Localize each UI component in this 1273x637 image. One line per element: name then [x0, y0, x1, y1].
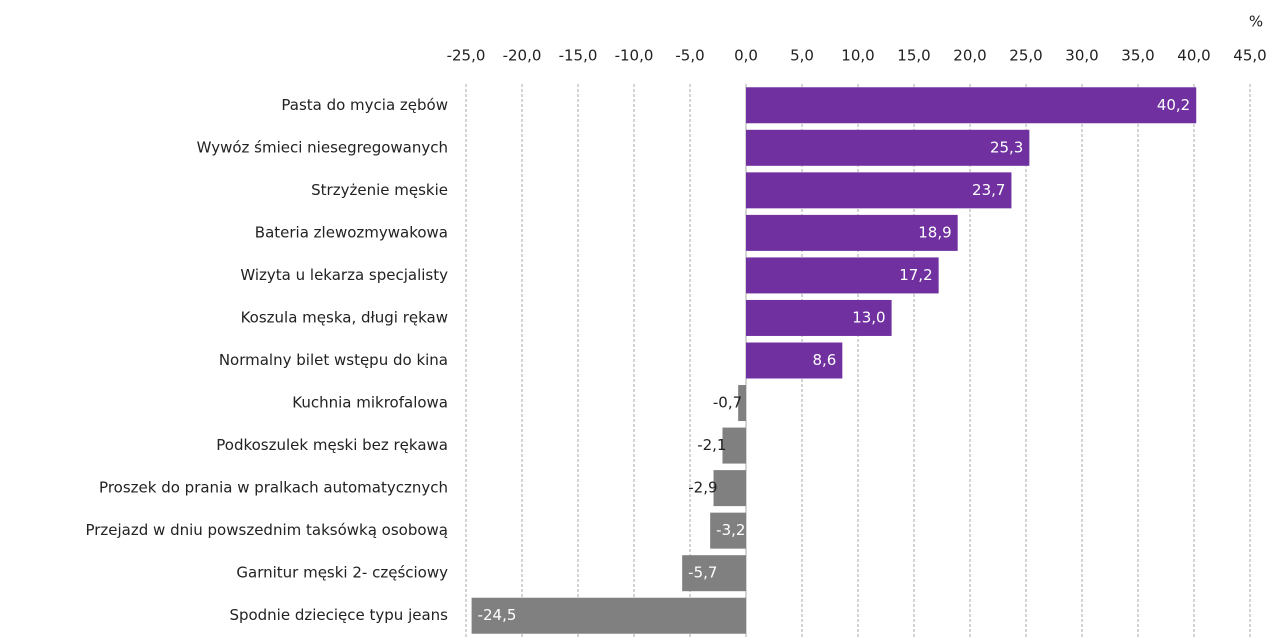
y-tick-label: Normalny bilet wstępu do kina [219, 351, 448, 369]
x-tick-label: 20,0 [953, 47, 986, 65]
bar [746, 342, 843, 379]
bar [746, 214, 958, 251]
x-tick-label: 5,0 [790, 47, 814, 65]
x-tick-label: 15,0 [897, 47, 930, 65]
y-tick-label: Spodnie dziecięce typu jeans [229, 606, 448, 624]
y-tick-label: Proszek do prania w pralkach automatyczn… [99, 479, 448, 497]
y-tick-label: Koszula męska, długi rękaw [241, 308, 448, 326]
y-tick-label: Pasta do mycia zębów [281, 96, 448, 114]
x-tick-label: -20,0 [503, 47, 542, 65]
data-label: 25,3 [990, 138, 1023, 156]
data-label: -2,9 [688, 479, 717, 497]
bar [682, 555, 746, 592]
x-tick-label: 45,0 [1233, 47, 1266, 65]
x-tick-label: 10,0 [841, 47, 874, 65]
bar [746, 87, 1197, 124]
x-tick-label: 0,0 [734, 47, 758, 65]
y-tick-label: Kuchnia mikrofalowa [292, 394, 448, 412]
y-tick-label: Wywóz śmieci niesegregowanych [197, 138, 448, 156]
y-tick-label: Przejazd w dniu powszednim taksówką osob… [85, 521, 448, 539]
bar [722, 427, 746, 464]
bar [746, 172, 1012, 209]
data-label: 13,0 [852, 308, 885, 326]
unit-label: % [1249, 13, 1263, 31]
data-label: -3,2 [716, 521, 745, 539]
bar [713, 470, 746, 507]
bar [471, 597, 746, 634]
data-label: 23,7 [972, 181, 1005, 199]
x-tick-label: 35,0 [1121, 47, 1154, 65]
bar [746, 299, 892, 336]
x-tick-label: -15,0 [559, 47, 598, 65]
data-label: -5,7 [688, 564, 717, 582]
data-label: -0,7 [713, 394, 742, 412]
bar [746, 257, 939, 294]
y-tick-label: Garnitur męski 2- częściowy [236, 564, 448, 582]
x-tick-label: -5,0 [675, 47, 704, 65]
data-label: 17,2 [899, 266, 932, 284]
data-label: -2,1 [697, 436, 726, 454]
data-label: -24,5 [478, 606, 517, 624]
data-label: 8,6 [812, 351, 836, 369]
y-tick-label: Podkoszulek męski bez rękawa [216, 436, 448, 454]
bar [710, 512, 746, 549]
bar [746, 129, 1030, 166]
bar [738, 385, 746, 422]
data-label: 40,2 [1157, 96, 1190, 114]
x-tick-label: -25,0 [447, 47, 486, 65]
x-tick-label: 30,0 [1065, 47, 1098, 65]
x-tick-label: 40,0 [1177, 47, 1210, 65]
y-tick-label: Bateria zlewozmywakowa [255, 223, 448, 241]
data-label: 18,9 [918, 223, 951, 241]
x-tick-label: -10,0 [615, 47, 654, 65]
x-tick-label: 25,0 [1009, 47, 1042, 65]
y-tick-label: Strzyżenie męskie [311, 181, 448, 199]
y-tick-label: Wizyta u lekarza specjalisty [240, 266, 448, 284]
